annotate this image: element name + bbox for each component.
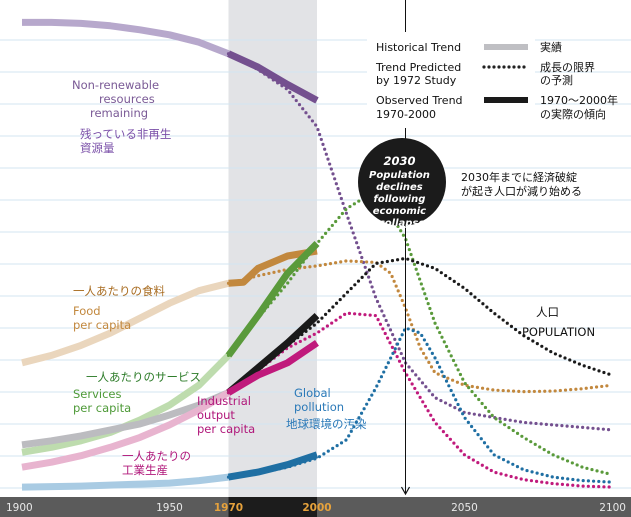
observed-line-food (228, 247, 318, 287)
label-pollution-ja: 地球環境の汚染 (286, 417, 367, 431)
x-tick-2100: 2100 (599, 502, 626, 514)
collapse-annotation: 2030 Population declines following econo… (358, 138, 582, 229)
legend: Historical Trend 実績 Trend Predicted by 1… (367, 32, 622, 128)
label-industrial-en: Industrial output per capita (197, 394, 255, 436)
predicted-line-food (226, 259, 614, 394)
historical-line-pollution (21, 473, 229, 491)
x-tick-2000: 2000 (302, 502, 331, 514)
predicted-line-resources (226, 52, 614, 432)
x-axis-ticks: 1900 1950 1970 2000 2050 2100 (6, 502, 626, 514)
x-tick-2050: 2050 (451, 502, 478, 514)
label-services-ja: 一人あたりのサービス (86, 370, 201, 384)
x-tick-1970: 1970 (214, 502, 243, 514)
x-tick-1950: 1950 (156, 502, 183, 514)
legend-predicted-en: Trend Predicted by 1972 Study (375, 61, 465, 87)
label-food-ja: 一人あたりの食料 (73, 284, 165, 298)
annotation-circle-text: 2030 Population declines following econo… (369, 150, 435, 229)
label-resources-ja: 残っている非再生 資源量 (80, 127, 175, 155)
marker-arrowhead (400, 486, 411, 496)
observed-series (225, 50, 320, 481)
label-pollution-en: Global pollution (294, 386, 344, 414)
observed-line-services (225, 241, 320, 358)
label-food-en: Food per capita (73, 304, 131, 332)
observed-line-pollution (227, 451, 319, 481)
historical-line-food (21, 279, 230, 367)
label-resources-en: Non-renewable resources remaining (72, 78, 163, 120)
shaded-period-1970-2000 (228, 0, 317, 497)
series-labels: Non-renewable resources remaining 残っている非… (72, 78, 595, 477)
label-services-en: Services per capita (73, 387, 131, 415)
predicted-line-services (226, 188, 614, 477)
annotation-circle (358, 138, 446, 226)
legend-predicted-ja: 成長の限界 の予測 (540, 61, 599, 87)
legend-historical-ja: 実績 (540, 40, 562, 54)
legend-observed-ja: 1970～2000年 の実際の傾向 (540, 93, 622, 121)
predicted-line-industrial (226, 311, 614, 489)
predicted-line-pollution (226, 326, 614, 484)
label-industrial-ja: 一人あたりの 工業生産 (122, 449, 195, 477)
annotation-ja: 2030年までに経済破綻 が起き人口が減り始める (461, 170, 582, 198)
horizontal-gridlines (0, 39, 631, 489)
legend-historical-en: Historical Trend (376, 41, 461, 54)
historical-line-population (21, 389, 230, 449)
historical-line-resources (22, 18, 230, 57)
observed-line-industrial (226, 339, 319, 396)
label-population-en: POPULATION (522, 325, 595, 339)
observed-line-resources (227, 50, 319, 104)
historical-series (21, 18, 231, 491)
historical-line-industrial (21, 389, 231, 471)
label-population-ja: 人口 (536, 305, 559, 319)
x-tick-1900: 1900 (6, 502, 33, 514)
legend-observed-en: Observed Trend 1970-2000 (376, 94, 466, 121)
x-axis-band-1970-2000 (228, 497, 317, 517)
